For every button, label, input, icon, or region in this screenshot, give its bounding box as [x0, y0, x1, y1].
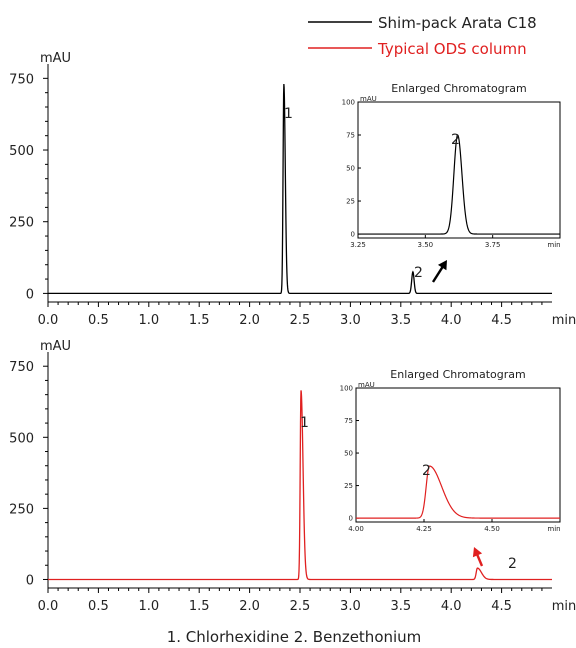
- x-tick-label: 4.0: [441, 313, 462, 328]
- inset-chart: Enlarged Chromatogram mAU 0 25 50 75 100 3.25 3.…: [342, 82, 561, 249]
- inset-title: Enlarged Chromatogram: [390, 368, 525, 381]
- legend: Shim-pack Arata C18 Typical ODS column: [308, 14, 537, 58]
- inset-arrow-head: [472, 547, 483, 558]
- inset-y-tick-label: 25: [344, 482, 353, 490]
- inset-title: Enlarged Chromatogram: [391, 82, 526, 95]
- peak-label-2: 2: [508, 556, 517, 572]
- x-tick-label: 0.0: [38, 313, 59, 328]
- x-tick-label: 1.5: [189, 313, 210, 328]
- x-tick-label: 4.0: [441, 599, 462, 614]
- inset-x-tick-label: 4.50: [484, 525, 500, 533]
- y-tick-label: 750: [9, 72, 34, 87]
- legend-label-1: Typical ODS column: [377, 40, 527, 58]
- inset-y-tick-label: 50: [346, 165, 355, 173]
- inset-peak-label-2: 2: [451, 132, 460, 148]
- inset-x-tick-label: 3.75: [485, 241, 501, 249]
- inset-y-tick-label: 0: [349, 515, 353, 523]
- inset-y-tick-label: 75: [344, 417, 353, 425]
- chromatogram-trace: [48, 84, 552, 295]
- y-tick-label: 250: [9, 216, 34, 231]
- x-axis-unit: min: [552, 313, 576, 328]
- inset-frame: [355, 387, 561, 523]
- x-tick-label: 0.0: [38, 599, 59, 614]
- y-axis-unit: mAU: [40, 51, 71, 66]
- x-tick-label: 2.5: [290, 313, 311, 328]
- x-tick-label: 3.0: [340, 599, 361, 614]
- inset-x-unit: min: [547, 525, 560, 533]
- y-tick-label: 500: [9, 144, 34, 159]
- x-tick-label: 1.5: [189, 599, 210, 614]
- inset-trace: [358, 134, 560, 235]
- y-tick-label: 750: [9, 360, 34, 375]
- inset-x-unit: min: [547, 241, 560, 249]
- legend-label-0: Shim-pack Arata C18: [378, 14, 537, 32]
- inset-trace: [356, 465, 560, 519]
- inset-y-unit: mAU: [358, 381, 375, 389]
- inset-x-tick-label: 3.50: [418, 241, 434, 249]
- inset-y-tick-label: 50: [344, 450, 353, 458]
- inset-x-tick-label: 3.25: [350, 241, 366, 249]
- inset-chart: Enlarged Chromatogram mAU 0 25 50 75 100 4.00 4.…: [340, 368, 561, 533]
- peak-label-1: 1: [284, 106, 293, 122]
- y-tick-label: 0: [26, 573, 34, 588]
- inset-y-tick-label: 25: [346, 198, 355, 206]
- inset-arrow-head: [437, 260, 447, 271]
- x-tick-label: 4.5: [491, 313, 512, 328]
- x-tick-label: 1.0: [138, 599, 159, 614]
- inset-peak-label-2: 2: [422, 463, 431, 479]
- chromatogram-trace: [48, 390, 552, 581]
- x-tick-label: 4.5: [491, 599, 512, 614]
- figure-caption: 1. Chlorhexidine 2. Benzethonium: [167, 628, 422, 646]
- inset-x-tick-label: 4.00: [348, 525, 364, 533]
- x-tick-label: 3.5: [390, 599, 411, 614]
- x-axis-unit: min: [552, 599, 576, 614]
- inset-frame: [357, 101, 561, 239]
- y-tick-label: 250: [9, 502, 34, 517]
- inset-y-unit: mAU: [360, 95, 377, 103]
- x-tick-label: 2.5: [290, 599, 311, 614]
- inset-y-tick-label: 100: [342, 99, 355, 107]
- x-tick-label: 3.0: [340, 313, 361, 328]
- peak-label-1: 1: [300, 415, 309, 431]
- x-tick-label: 0.5: [88, 599, 109, 614]
- inset-y-tick-label: 0: [351, 231, 355, 239]
- x-tick-label: 2.0: [239, 599, 260, 614]
- inset-y-tick-label: 100: [340, 385, 353, 393]
- inset-x-tick-label: 4.25: [416, 525, 432, 533]
- y-tick-label: 0: [26, 287, 34, 302]
- x-tick-label: 3.5: [390, 313, 411, 328]
- inset-y-tick-label: 75: [346, 132, 355, 140]
- x-tick-label: 1.0: [138, 313, 159, 328]
- y-tick-label: 500: [9, 431, 34, 446]
- y-axis-unit: mAU: [40, 339, 71, 354]
- peak-label-2: 2: [414, 265, 423, 281]
- x-tick-label: 2.0: [239, 313, 260, 328]
- x-tick-label: 0.5: [88, 313, 109, 328]
